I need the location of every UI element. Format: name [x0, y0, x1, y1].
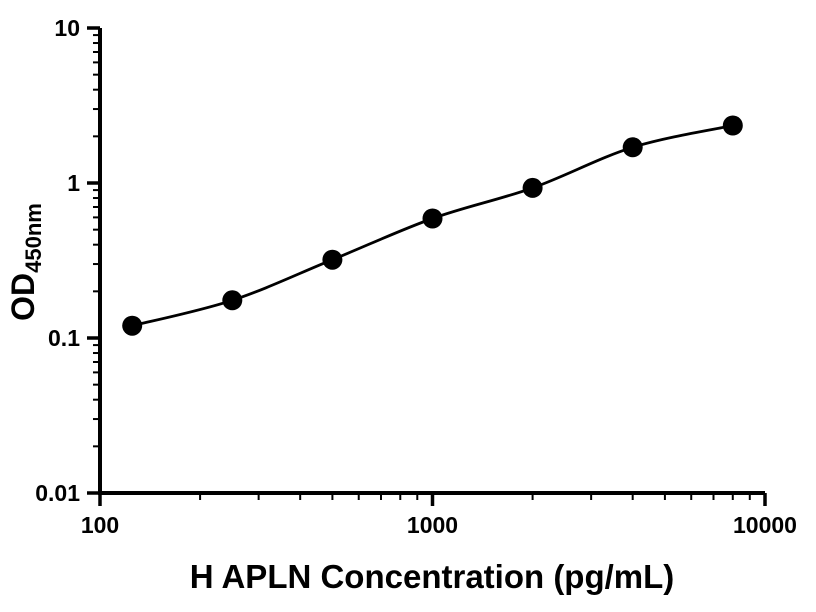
data-point-marker — [422, 208, 443, 229]
y-tick-label: 1 — [67, 170, 80, 196]
y-tick-label: 0.1 — [48, 325, 80, 351]
data-point-marker — [222, 290, 243, 311]
tick-labels: 100 1000 10000 0.01 0.1 1 10 — [35, 15, 797, 538]
minor-ticks — [93, 34, 751, 500]
major-ticks — [87, 26, 767, 506]
y-axis-title-main: OD — [5, 273, 41, 321]
y-tick-label: 0.01 — [35, 480, 80, 506]
x-tick-label: 10000 — [733, 512, 797, 538]
data-point-marker — [122, 315, 143, 336]
data-point-marker — [322, 249, 343, 270]
data-points — [122, 115, 743, 336]
data-point-marker — [722, 115, 743, 136]
data-point-marker — [622, 137, 643, 158]
x-tick-label: 100 — [81, 512, 119, 538]
data-point-marker — [522, 177, 543, 198]
x-tick-label: 1000 — [407, 512, 458, 538]
x-axis-title: H APLN Concentration (pg/mL) — [190, 558, 675, 595]
y-axis-title: OD450nm — [5, 203, 46, 321]
y-tick-label: 10 — [54, 15, 80, 41]
axis-lines — [98, 28, 765, 495]
y-axis-title-sub: 450nm — [21, 203, 46, 273]
